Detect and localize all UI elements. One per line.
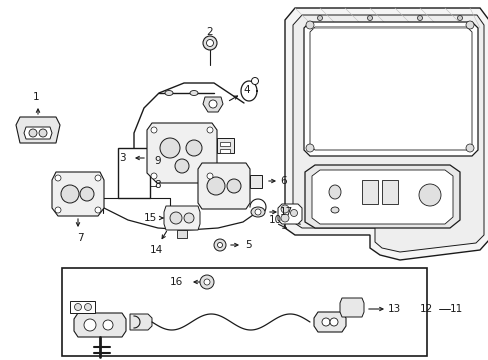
Circle shape [55, 207, 61, 213]
Text: 13: 13 [386, 304, 400, 314]
Text: 9: 9 [154, 156, 161, 166]
Circle shape [151, 127, 157, 133]
Circle shape [185, 140, 202, 156]
Text: 2: 2 [206, 27, 213, 37]
Circle shape [39, 129, 47, 137]
Circle shape [61, 185, 79, 203]
Polygon shape [285, 8, 488, 260]
Ellipse shape [328, 185, 340, 199]
Circle shape [305, 21, 313, 29]
Polygon shape [305, 165, 459, 228]
Circle shape [203, 279, 209, 285]
Circle shape [84, 303, 91, 310]
Polygon shape [249, 175, 262, 188]
Text: 15: 15 [143, 213, 157, 223]
Text: 3: 3 [119, 153, 126, 163]
Polygon shape [130, 314, 152, 330]
Circle shape [84, 319, 96, 331]
Polygon shape [74, 313, 126, 337]
Ellipse shape [190, 90, 198, 95]
Text: 16: 16 [169, 277, 183, 287]
Circle shape [103, 320, 113, 330]
Text: 6: 6 [280, 176, 287, 186]
Polygon shape [24, 127, 52, 139]
Circle shape [151, 173, 157, 179]
Circle shape [74, 303, 81, 310]
Circle shape [217, 243, 222, 248]
Bar [118, 148, 150, 198]
Circle shape [290, 210, 297, 216]
Polygon shape [177, 230, 186, 238]
Polygon shape [361, 180, 377, 204]
Circle shape [281, 214, 288, 222]
Text: 1: 1 [33, 92, 39, 102]
Polygon shape [304, 22, 477, 156]
Ellipse shape [250, 207, 264, 217]
Circle shape [214, 239, 225, 251]
Circle shape [55, 175, 61, 181]
Text: 7: 7 [77, 233, 83, 243]
Circle shape [203, 36, 217, 50]
Circle shape [254, 209, 261, 215]
Circle shape [206, 127, 213, 133]
Polygon shape [339, 298, 363, 317]
Polygon shape [278, 204, 302, 224]
Bar [62, 268, 426, 356]
Circle shape [465, 21, 473, 29]
Circle shape [465, 144, 473, 152]
Circle shape [321, 318, 329, 326]
Circle shape [206, 173, 213, 179]
Ellipse shape [164, 90, 173, 95]
Polygon shape [52, 172, 104, 216]
Text: 11: 11 [448, 304, 462, 314]
Circle shape [457, 15, 462, 21]
Circle shape [317, 15, 322, 21]
Bar [220, 142, 229, 146]
Text: 10: 10 [268, 215, 281, 225]
Polygon shape [70, 301, 95, 313]
Ellipse shape [330, 207, 338, 213]
Circle shape [160, 138, 180, 158]
Bar [220, 149, 229, 153]
Text: 14: 14 [149, 245, 163, 255]
Circle shape [200, 275, 214, 289]
Polygon shape [203, 97, 223, 112]
Polygon shape [147, 123, 217, 183]
Polygon shape [313, 312, 346, 332]
Text: 4: 4 [243, 85, 250, 95]
Text: 5: 5 [244, 240, 251, 250]
Circle shape [226, 179, 241, 193]
Circle shape [170, 212, 182, 224]
Circle shape [206, 40, 213, 46]
Circle shape [418, 184, 440, 206]
Circle shape [95, 175, 101, 181]
Polygon shape [292, 15, 483, 252]
Text: 12: 12 [419, 304, 432, 314]
Circle shape [367, 15, 372, 21]
Circle shape [417, 15, 422, 21]
Circle shape [95, 207, 101, 213]
Circle shape [251, 77, 258, 85]
Polygon shape [309, 27, 471, 150]
Circle shape [206, 177, 224, 195]
Circle shape [29, 129, 37, 137]
Text: 17: 17 [279, 207, 292, 217]
Circle shape [175, 159, 189, 173]
Polygon shape [311, 170, 452, 224]
Text: 8: 8 [154, 180, 161, 190]
Circle shape [329, 318, 337, 326]
Polygon shape [163, 206, 200, 230]
Polygon shape [16, 117, 60, 143]
Circle shape [305, 144, 313, 152]
Circle shape [208, 100, 217, 108]
Circle shape [80, 187, 94, 201]
Polygon shape [217, 138, 234, 153]
Polygon shape [198, 163, 249, 209]
Polygon shape [381, 180, 397, 204]
Circle shape [183, 213, 194, 223]
Circle shape [281, 205, 288, 213]
